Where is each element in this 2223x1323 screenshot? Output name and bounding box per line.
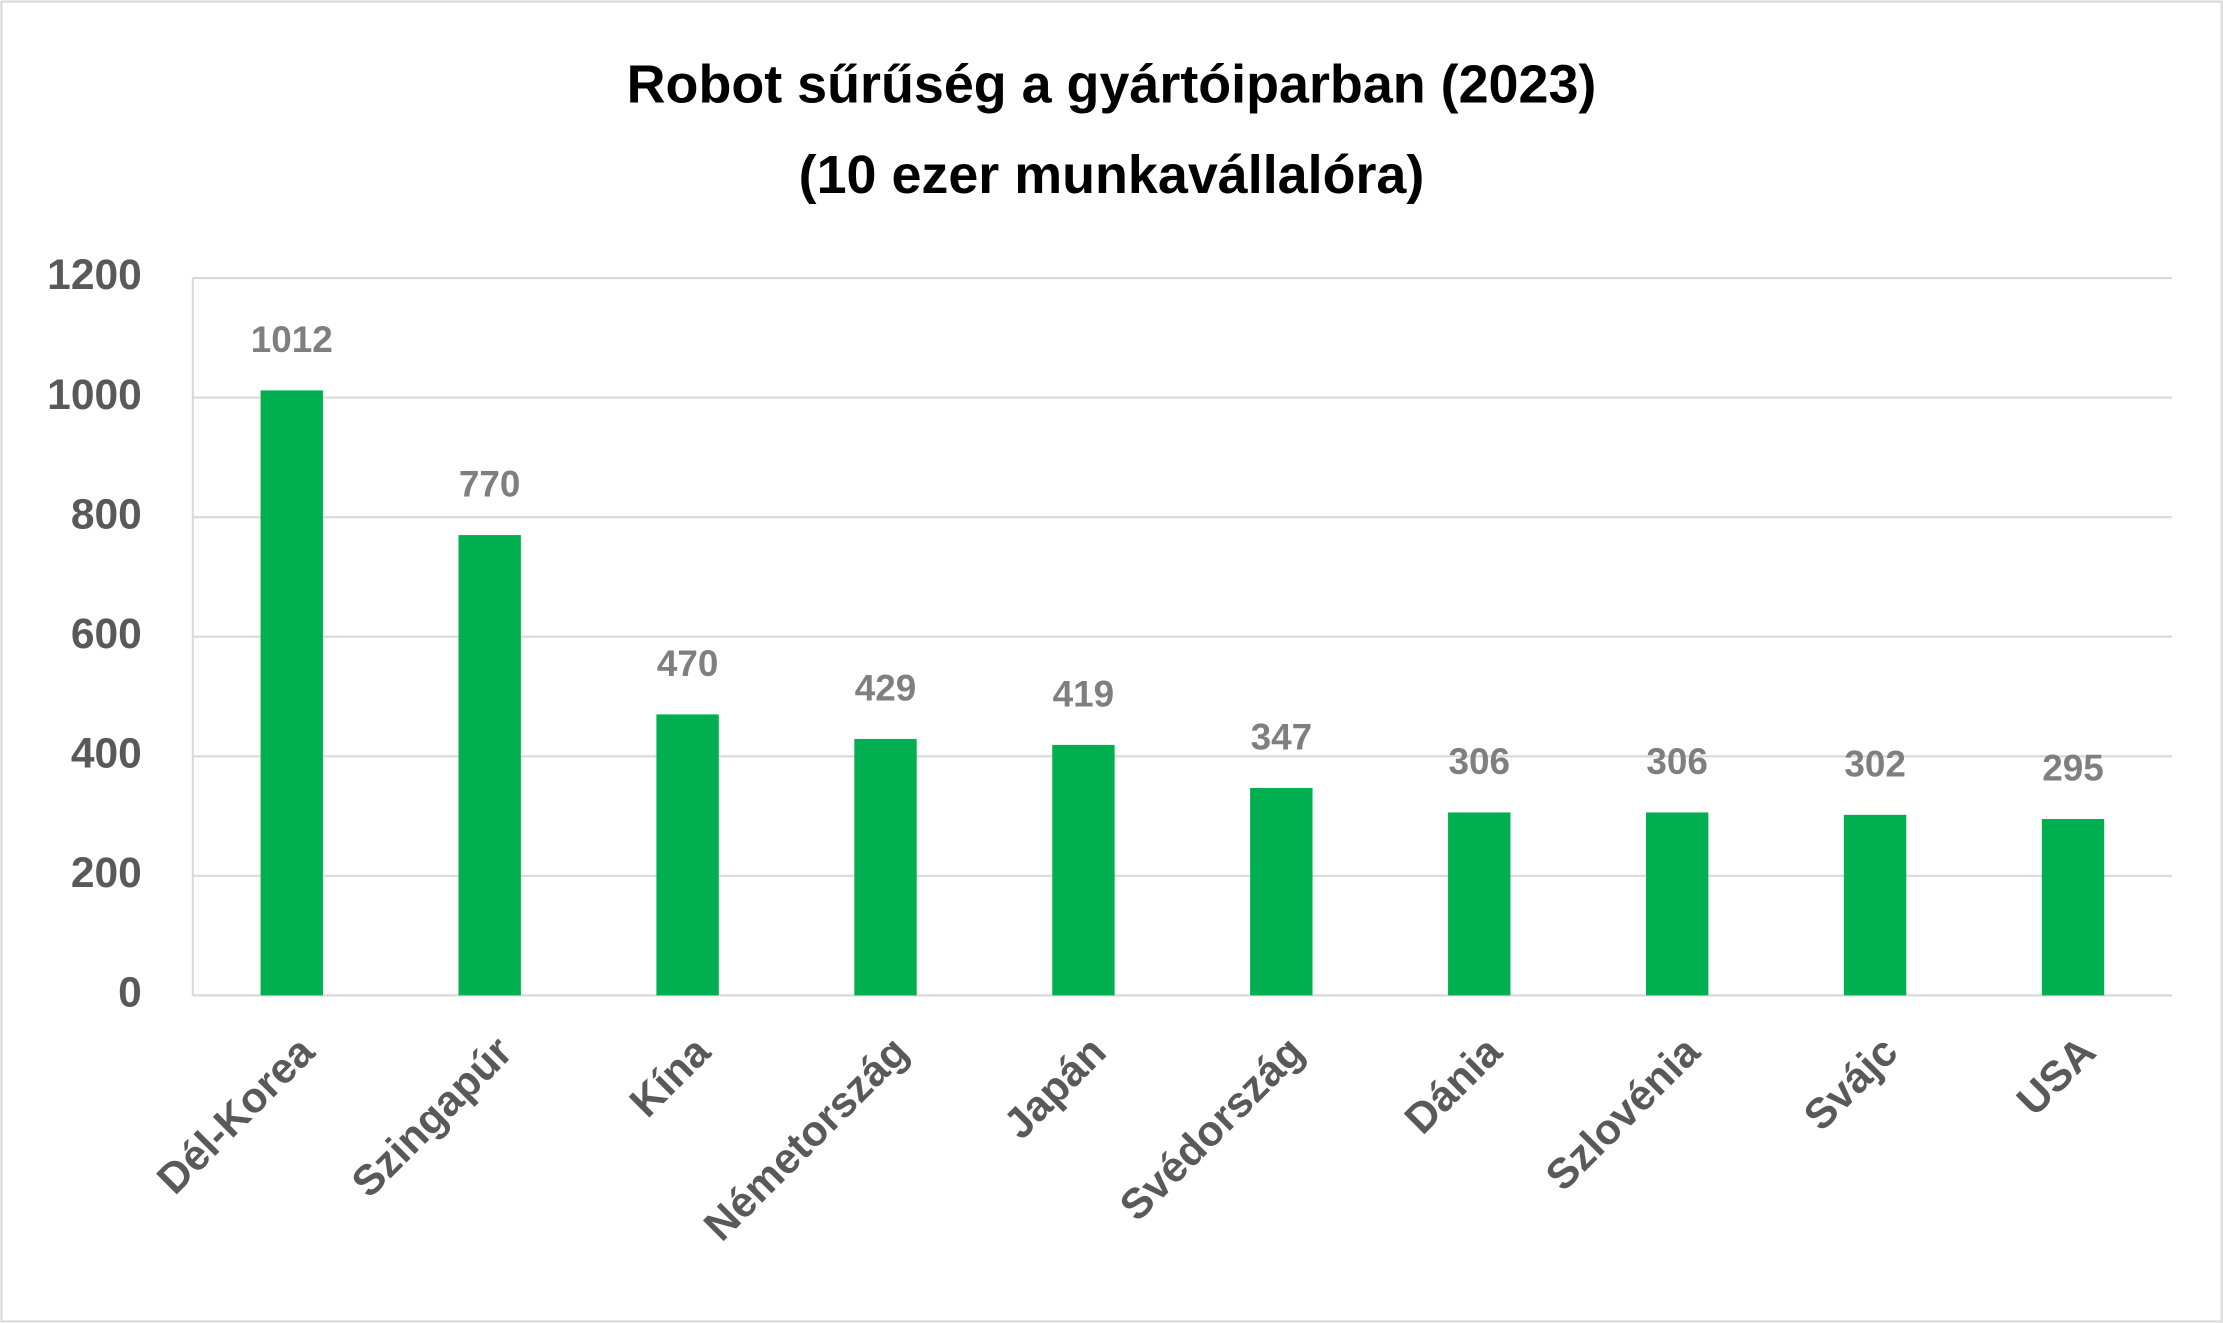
bar <box>458 535 521 996</box>
value-label: 419 <box>1053 673 1114 714</box>
value-label: 347 <box>1251 716 1313 757</box>
value-label: 302 <box>1844 743 1906 784</box>
y-tick-label: 1000 <box>47 371 142 419</box>
bar <box>1448 812 1511 996</box>
bar <box>1843 814 1907 996</box>
value-label: 470 <box>657 643 719 684</box>
bar <box>656 714 719 996</box>
bar <box>2041 819 2105 996</box>
bar <box>1052 744 1115 996</box>
bar <box>260 390 323 996</box>
y-tick-label: 800 <box>71 490 142 538</box>
value-label: 429 <box>855 667 916 708</box>
value-label: 306 <box>1449 741 1511 782</box>
bar <box>1250 787 1313 996</box>
value-label: 770 <box>459 464 520 505</box>
y-tick-label: 0 <box>118 969 142 1017</box>
y-tick-label: 600 <box>71 610 142 658</box>
y-tick-label: 1200 <box>47 251 142 299</box>
chart-subtitle: (10 ezer munkavállalóra) <box>799 145 1425 205</box>
bar <box>854 738 917 996</box>
value-label: 306 <box>1646 741 1708 782</box>
chart-title: Robot sűrűség a gyártóiparban (2023) <box>627 54 1597 114</box>
y-tick-label: 400 <box>71 729 142 777</box>
value-label: 295 <box>2042 748 2104 789</box>
value-label: 1012 <box>251 319 333 360</box>
y-tick-label: 200 <box>71 849 142 897</box>
bar <box>1645 812 1709 996</box>
